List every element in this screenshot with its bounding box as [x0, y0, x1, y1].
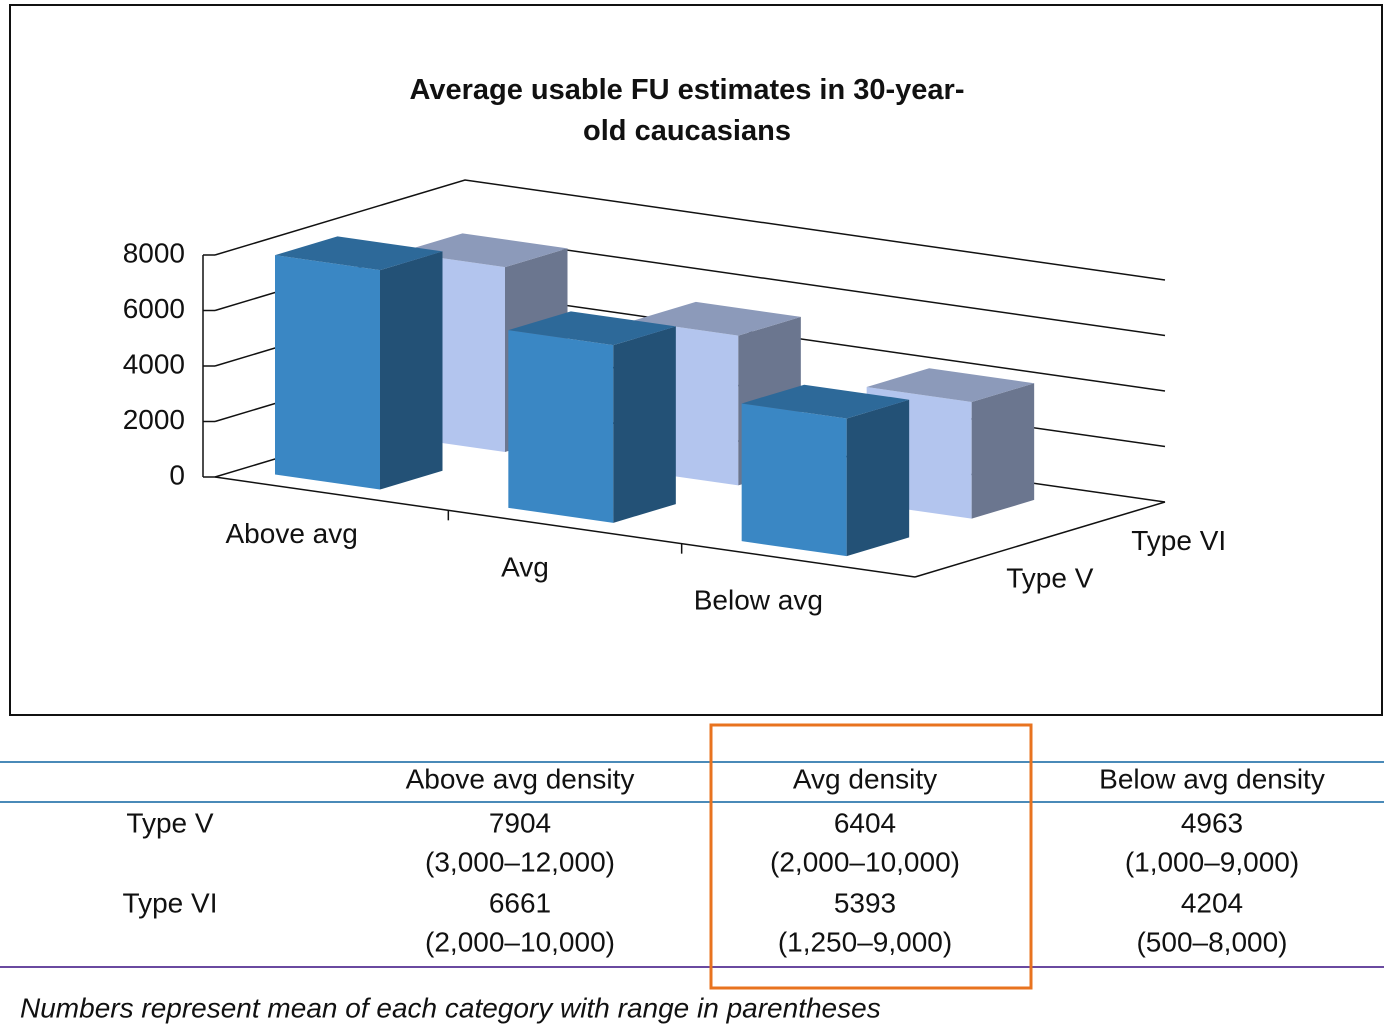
cell-range: (2,000–10,000) [425, 926, 615, 957]
depth-axis [914, 501, 1166, 578]
column-header: Above avg density [406, 763, 635, 794]
bar-side [613, 326, 676, 523]
y-tick-label: 8000 [123, 237, 185, 268]
x-tick-label: Above avg [226, 518, 358, 549]
row-label: Type VI [123, 887, 218, 918]
highlight-box [709, 723, 1033, 990]
cell-range: (2,000–10,000) [770, 846, 960, 877]
cell-mean: 6404 [834, 807, 896, 838]
bar-top [275, 236, 443, 271]
bar-side [846, 399, 910, 557]
cell-range: (1,000–9,000) [1125, 846, 1299, 877]
row-label: Type V [126, 807, 213, 838]
y-tick-label: 2000 [123, 404, 185, 435]
y-tick-label: 0 [169, 459, 185, 490]
footnote: Numbers represent mean of each category … [20, 992, 881, 1023]
cell-range: (1,250–9,000) [778, 926, 952, 957]
cell-mean: 5393 [834, 887, 896, 918]
grid-line [214, 179, 1166, 281]
cell-mean: 7904 [489, 807, 551, 838]
bar-top [508, 311, 676, 346]
chart-frame [9, 4, 1383, 716]
cell-mean: 4963 [1181, 807, 1243, 838]
column-header: Below avg density [1099, 763, 1325, 794]
bar-top [866, 368, 1035, 403]
bar-front [275, 255, 380, 490]
cell-mean: 4204 [1181, 887, 1243, 918]
legend-label: Type V [1006, 563, 1093, 594]
bar-side [971, 383, 1035, 519]
cell-range: (500–8,000) [1136, 926, 1287, 957]
bar-front [741, 403, 847, 557]
column-header: Avg density [793, 763, 937, 794]
bar-top [400, 233, 568, 268]
x-tick-label: Below avg [694, 585, 823, 616]
y-tick-label: 4000 [123, 348, 185, 379]
cell-mean: 6661 [489, 887, 551, 918]
bar-top [633, 301, 801, 336]
bar-front [508, 330, 614, 523]
x-tick-label: Avg [501, 551, 549, 582]
y-tick-label: 6000 [123, 293, 185, 324]
bar-top [741, 384, 910, 419]
bar-side [380, 251, 443, 490]
chart-title: Average usable FU estimates in 30-year-o… [409, 74, 965, 147]
x-axis [214, 476, 916, 578]
legend-label: Type VI [1131, 525, 1226, 556]
cell-range: (3,000–12,000) [425, 846, 615, 877]
